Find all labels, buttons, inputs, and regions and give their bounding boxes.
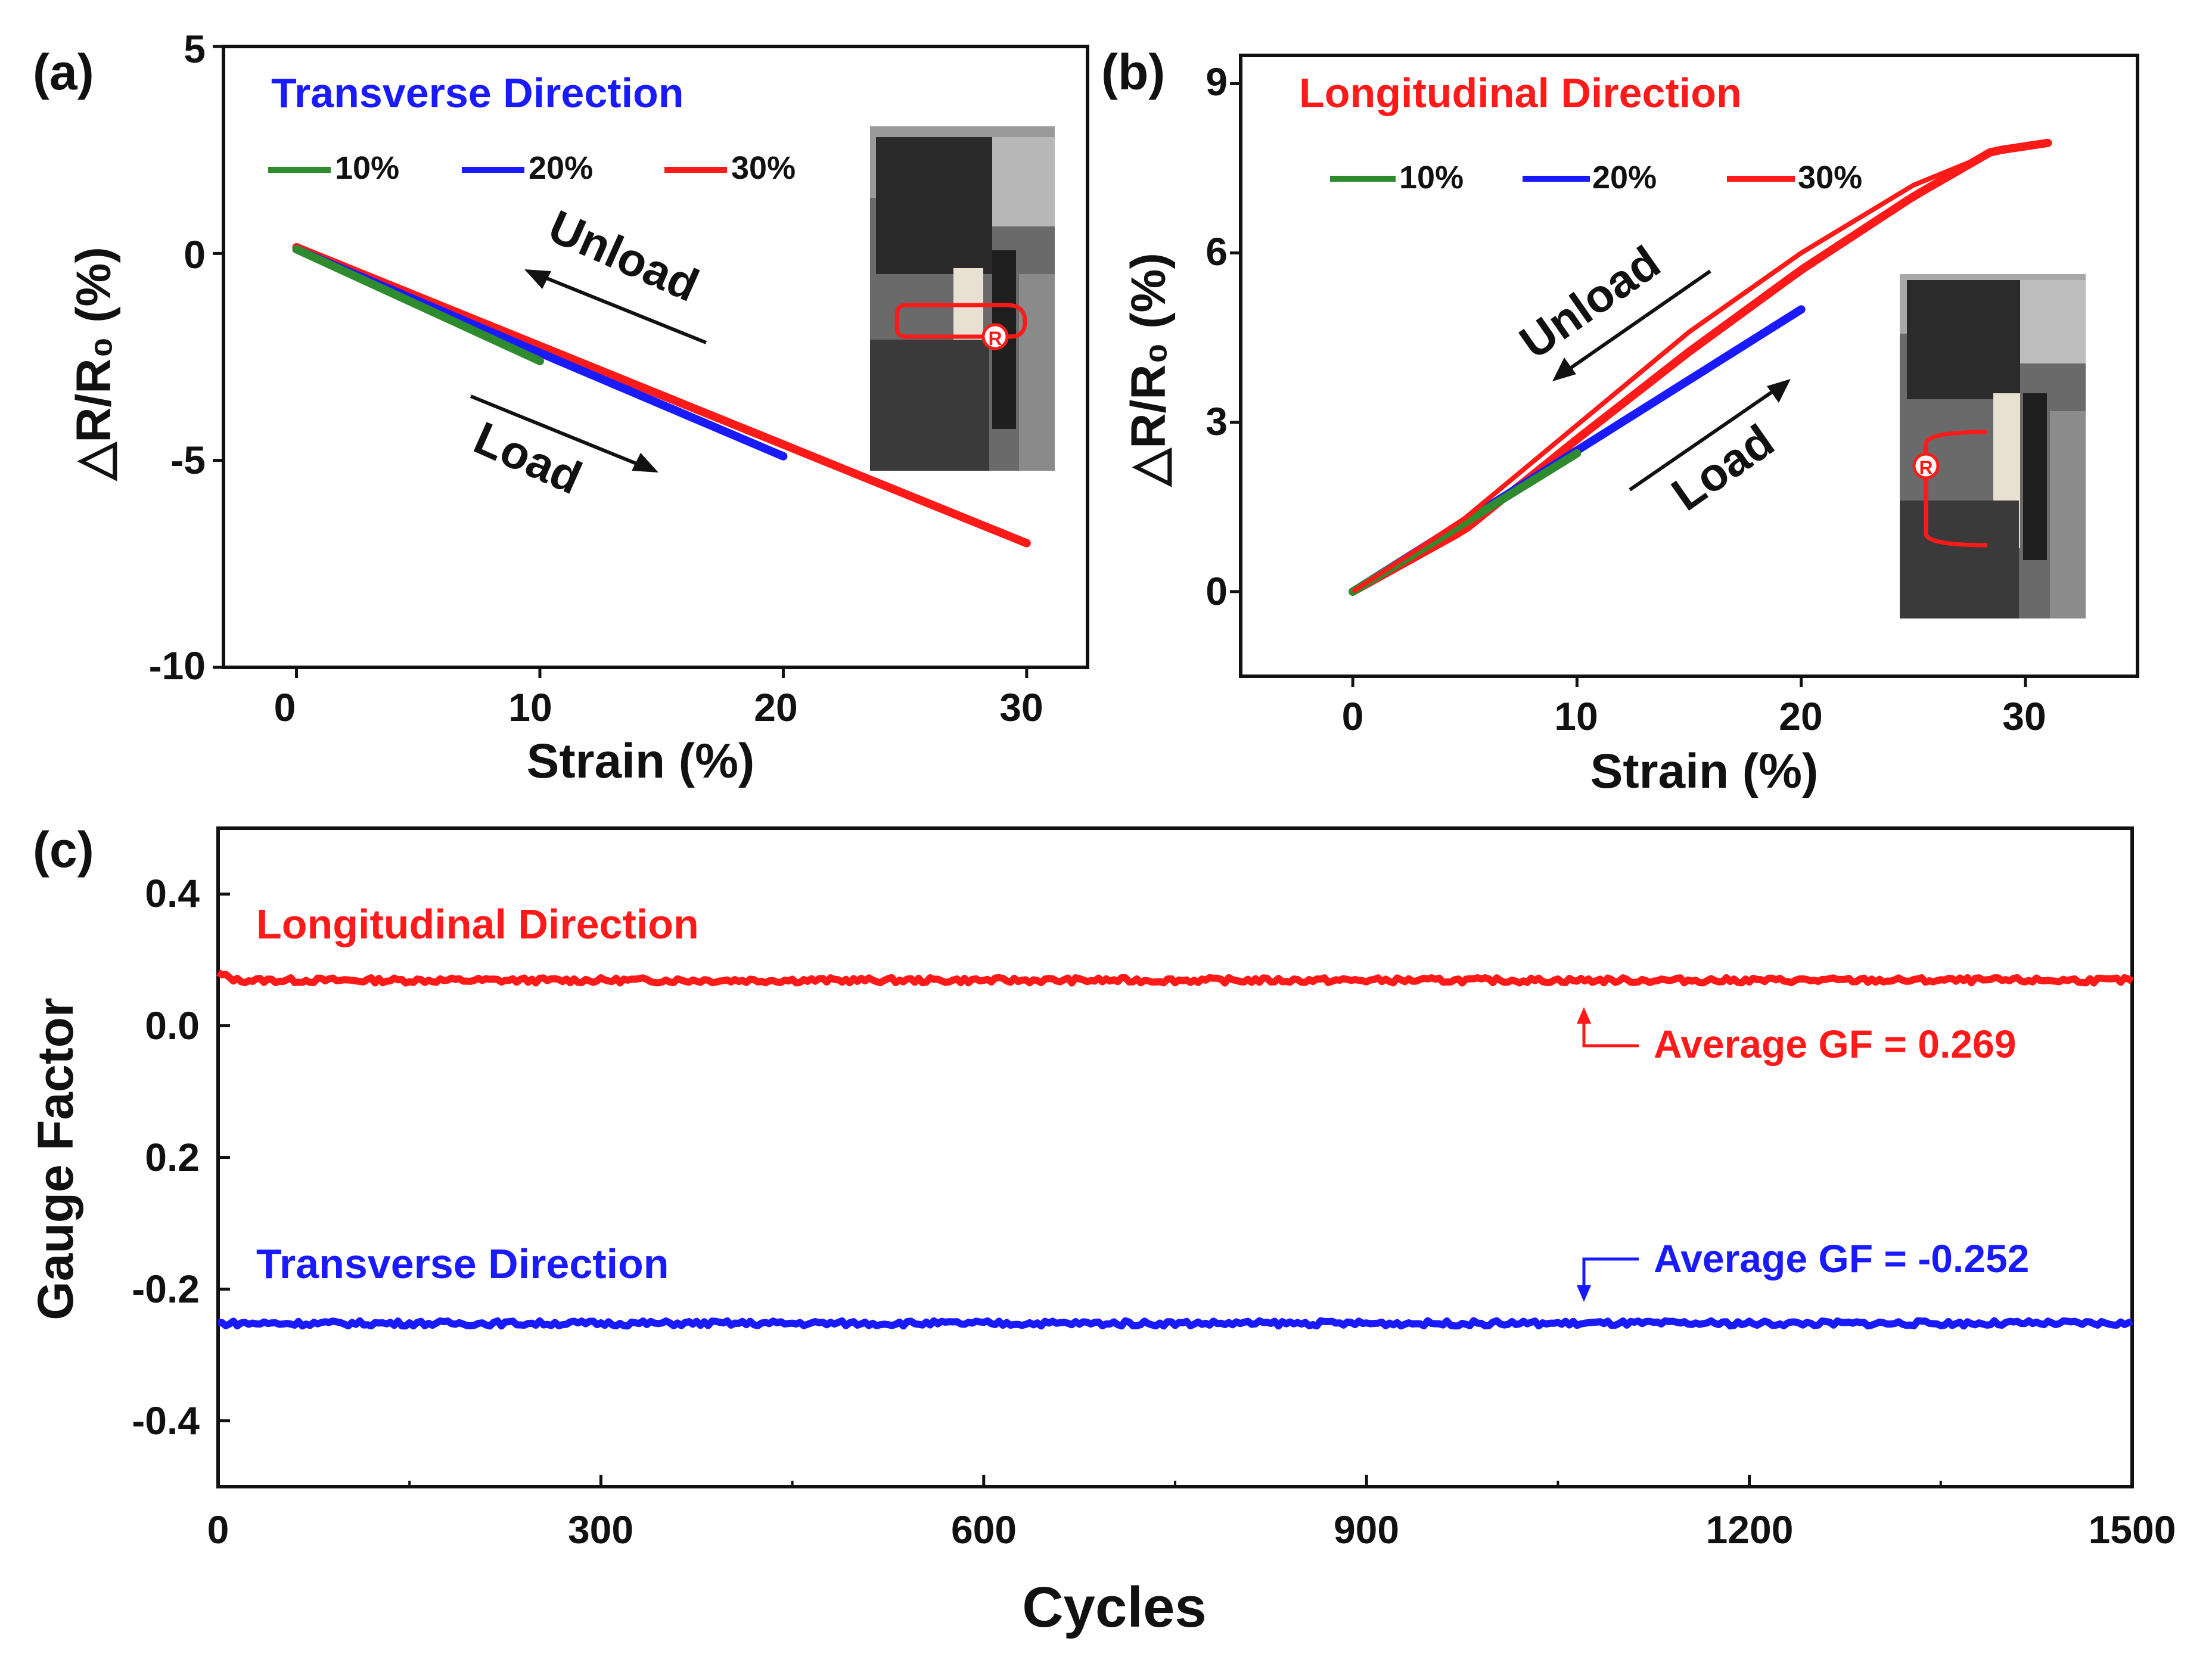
panel-b-x-tick-label: 20 — [1779, 694, 1822, 738]
panel-b-y-tick-label: 3 — [1206, 399, 1228, 443]
panel-a-x-tick-label: 10 — [508, 685, 552, 729]
panel-a-title: Transverse Direction — [271, 70, 684, 116]
panel-c-transverse-label: Transverse Direction — [256, 1241, 669, 1287]
panel-a-series — [213, 45, 1031, 678]
panel-a-x-tick-label: 30 — [999, 685, 1043, 729]
panel-b-y-tick-label: 0 — [1206, 569, 1228, 613]
panel-c-y-tick-label: 0.2 — [145, 1135, 200, 1179]
panel-a-unload-label: Unload — [541, 200, 706, 312]
panel-c-y-axis-label: Gauge Factor — [27, 997, 83, 1320]
panel-b-x-tick-label: 0 — [1342, 694, 1364, 738]
panel-c-x-tick-label: 600 — [951, 1508, 1017, 1552]
series-longitudinal-direction — [216, 969, 2134, 987]
panel-c-y-tick-label: 0.4 — [145, 871, 200, 915]
panel-a-x-tick-label: 20 — [754, 685, 797, 729]
panel-a-load-label: Load — [467, 411, 589, 504]
panel-c: (c) 0.4 0.2 0.0 -0.2 -0.4 0 300 600 900 … — [27, 822, 2176, 1639]
panel-b-label: (b) — [1101, 44, 1165, 100]
panel-c-x-axis-label: Cycles — [1022, 1575, 1207, 1639]
panel-b-load-arrowhead — [1767, 379, 1791, 403]
panel-b: (b) 9 6 3 0 0 10 20 30 Strain (%) △R/R₀ … — [1101, 44, 2139, 798]
legend-label-30: 30% — [731, 150, 796, 186]
longitudinal-average-label: Average GF = 0.269 — [1654, 1022, 2016, 1066]
panel-a-legend: 10% 20% 30% — [268, 150, 796, 186]
panel-a-frame — [222, 45, 1089, 669]
panel-a: (a) 5 0 -5 -10 0 10 20 30 Strain (%) △R/… — [33, 27, 1089, 788]
panel-b-frame — [1239, 54, 2139, 678]
panel-a-load-arrowhead — [632, 453, 658, 473]
series-30pct-unload — [1351, 140, 2048, 594]
panel-a-inset-marker: R — [988, 328, 1002, 349]
panel-c-x-tick-label: 1500 — [2089, 1508, 2176, 1552]
panel-b-x-axis-label: Strain (%) — [1590, 744, 1819, 798]
panel-c-x-tick-label: 900 — [1334, 1508, 1399, 1552]
panel-c-y-tick-label: 0.0 — [145, 1003, 200, 1048]
panel-c-x-tick-label: 0 — [207, 1508, 229, 1552]
panel-a-y-tick-label: -10 — [149, 644, 206, 688]
series-10pct — [292, 245, 544, 365]
panel-c-longitudinal-average: Average GF = 0.269 — [1577, 1007, 2016, 1066]
series-30pct — [1349, 138, 2052, 596]
panel-a-load-arrow — [470, 394, 648, 470]
legend-label-10: 10% — [335, 150, 399, 186]
panel-a-y-tick-label: -5 — [170, 438, 206, 482]
panel-c-y-tick-label: -0.2 — [132, 1267, 200, 1311]
panel-c-series — [216, 969, 2134, 1330]
panel-c-x-tick-label: 1200 — [1706, 1508, 1794, 1552]
panel-c-transverse-average: Average GF = -0.252 — [1577, 1236, 2029, 1302]
legend-label-30: 30% — [1798, 160, 1862, 195]
panel-a-label: (a) — [33, 44, 94, 100]
panel-b-inset-marker: R — [1919, 457, 1933, 478]
panel-a-x-tick-label: 0 — [274, 685, 296, 729]
panel-b-y-tick-label: 6 — [1206, 229, 1228, 273]
panel-a-y-axis-label: △R/R₀ (%) — [67, 247, 121, 481]
panel-c-ticks — [216, 893, 2134, 1487]
panel-a-unload-arrow — [535, 272, 707, 344]
panel-b-inset-photo: R — [1900, 274, 2086, 618]
panel-b-series — [1230, 82, 2052, 687]
panel-b-x-tick-label: 10 — [1554, 694, 1598, 738]
panel-b-legend: 10% 20% 30% — [1330, 160, 1862, 195]
panel-a-inset-photo: R — [870, 126, 1055, 471]
panel-b-unload-arrowhead — [1552, 358, 1576, 381]
panel-b-unload-label: Unload — [1510, 235, 1669, 369]
panel-c-y-tick-label: -0.4 — [132, 1398, 200, 1443]
transverse-average-label: Average GF = -0.252 — [1654, 1236, 2029, 1280]
panel-a-unload-arrowhead — [524, 269, 551, 289]
panel-b-title: Longitudinal Direction — [1299, 70, 1742, 116]
panel-b-y-axis-label: △R/R₀ (%) — [1121, 253, 1176, 487]
panel-b-load-label: Load — [1662, 414, 1783, 521]
panel-b-y-tick-label: 9 — [1206, 60, 1228, 104]
panel-b-x-tick-label: 30 — [2002, 694, 2046, 738]
panel-a-x-axis-label: Strain (%) — [527, 734, 755, 788]
legend-label-20: 20% — [1592, 160, 1657, 195]
panel-c-longitudinal-label: Longitudinal Direction — [256, 901, 699, 947]
legend-label-10: 10% — [1399, 160, 1464, 195]
panel-c-x-tick-label: 300 — [568, 1508, 633, 1552]
panel-b-unload-arrow — [1563, 269, 1711, 374]
panel-a-y-tick-label: 0 — [184, 232, 206, 276]
panel-a-y-tick-label: 5 — [184, 27, 206, 71]
panel-b-load-arrow — [1629, 386, 1780, 492]
legend-label-20: 20% — [529, 150, 593, 186]
series-transverse-direction — [218, 1317, 2133, 1330]
panel-c-label: (c) — [33, 822, 94, 878]
